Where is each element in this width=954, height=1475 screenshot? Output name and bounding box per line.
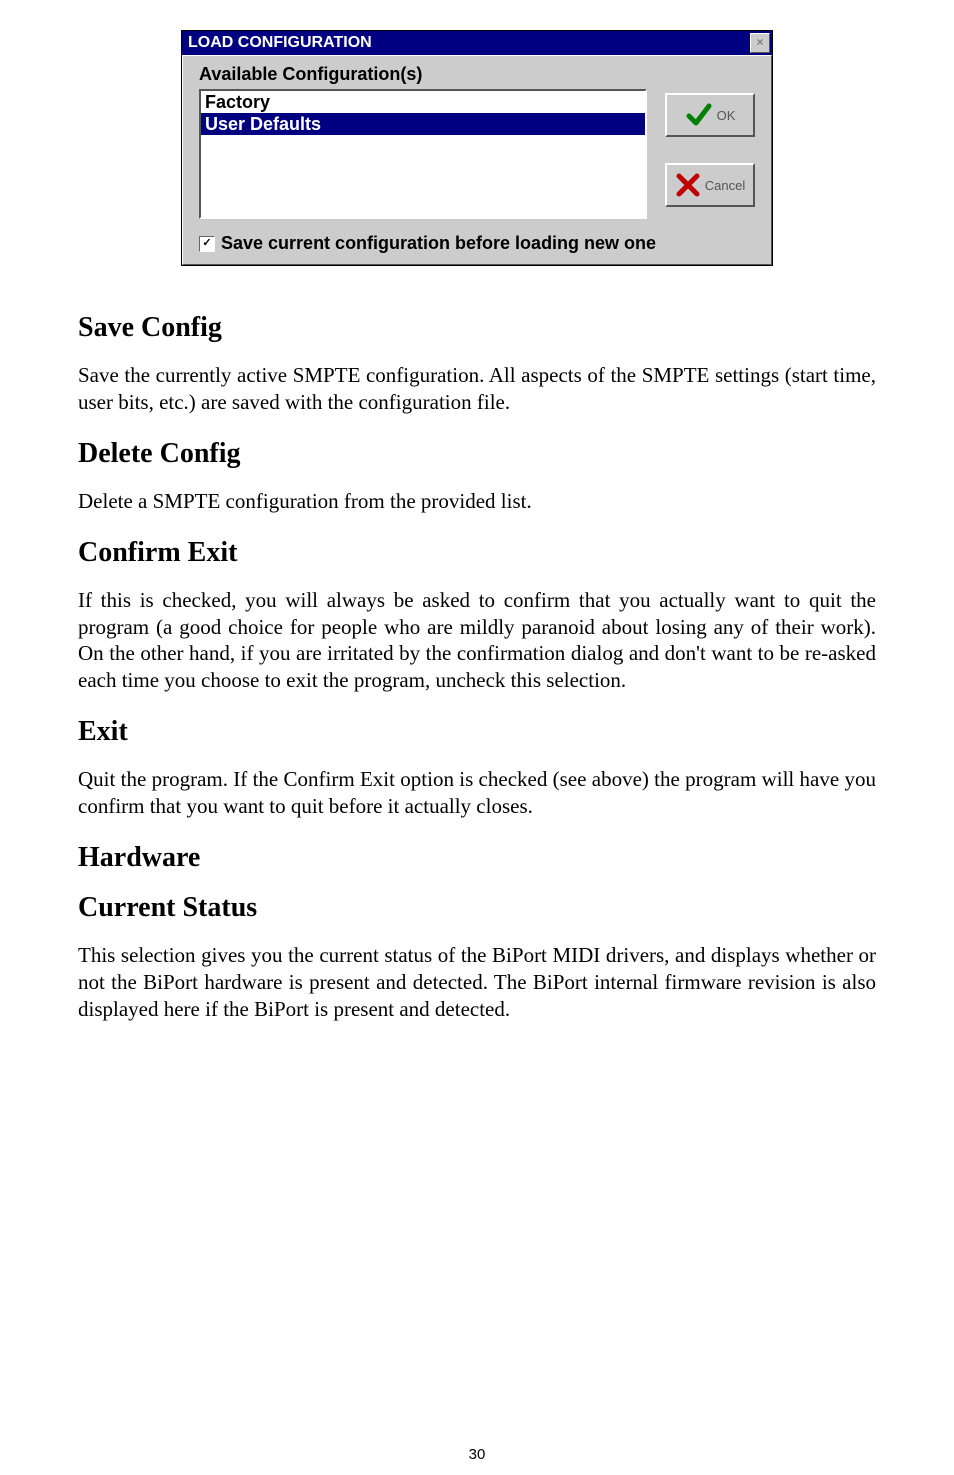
- checkbox-label: Save current configuration before loadin…: [221, 233, 656, 254]
- delete-config-body: Delete a SMPTE configuration from the pr…: [78, 488, 876, 515]
- current-status-body: This selection gives you the current sta…: [78, 942, 876, 1023]
- dialog-main-row: Factory User Defaults OK: [199, 89, 755, 219]
- close-icon[interactable]: ×: [750, 33, 770, 53]
- cancel-button[interactable]: Cancel: [665, 163, 755, 207]
- list-item[interactable]: Factory: [201, 91, 645, 113]
- save-config-body: Save the currently active SMPTE configur…: [78, 362, 876, 416]
- exit-heading: Exit: [78, 716, 876, 748]
- hardware-heading: Hardware: [78, 842, 876, 874]
- page-number: 30: [0, 1446, 954, 1463]
- list-item[interactable]: User Defaults: [201, 113, 645, 135]
- confirm-exit-heading: Confirm Exit: [78, 537, 876, 569]
- save-before-load-option[interactable]: ✓ Save current configuration before load…: [199, 233, 755, 254]
- document-page: LOAD CONFIGURATION × Available Configura…: [0, 0, 954, 1475]
- confirm-exit-body: If this is checked, you will always be a…: [78, 587, 876, 695]
- cancel-button-label: Cancel: [705, 178, 745, 193]
- checkbox-icon[interactable]: ✓: [199, 236, 215, 252]
- dialog-button-column: OK Cancel: [665, 89, 755, 207]
- current-status-heading: Current Status: [78, 892, 876, 924]
- dialog-body: Available Configuration(s) Factory User …: [182, 55, 772, 265]
- configurations-listbox[interactable]: Factory User Defaults: [199, 89, 647, 219]
- dialog-title: LOAD CONFIGURATION: [188, 34, 750, 52]
- exit-body: Quit the program. If the Confirm Exit op…: [78, 766, 876, 820]
- dialog-figure: LOAD CONFIGURATION × Available Configura…: [78, 30, 876, 266]
- available-configurations-label: Available Configuration(s): [199, 64, 755, 85]
- checkmark-icon: [685, 101, 713, 129]
- ok-button-label: OK: [717, 108, 736, 123]
- delete-config-heading: Delete Config: [78, 438, 876, 470]
- save-config-heading: Save Config: [78, 312, 876, 344]
- ok-button[interactable]: OK: [665, 93, 755, 137]
- dialog-titlebar: LOAD CONFIGURATION ×: [182, 31, 772, 55]
- load-configuration-dialog: LOAD CONFIGURATION × Available Configura…: [181, 30, 773, 266]
- x-icon: [675, 172, 701, 198]
